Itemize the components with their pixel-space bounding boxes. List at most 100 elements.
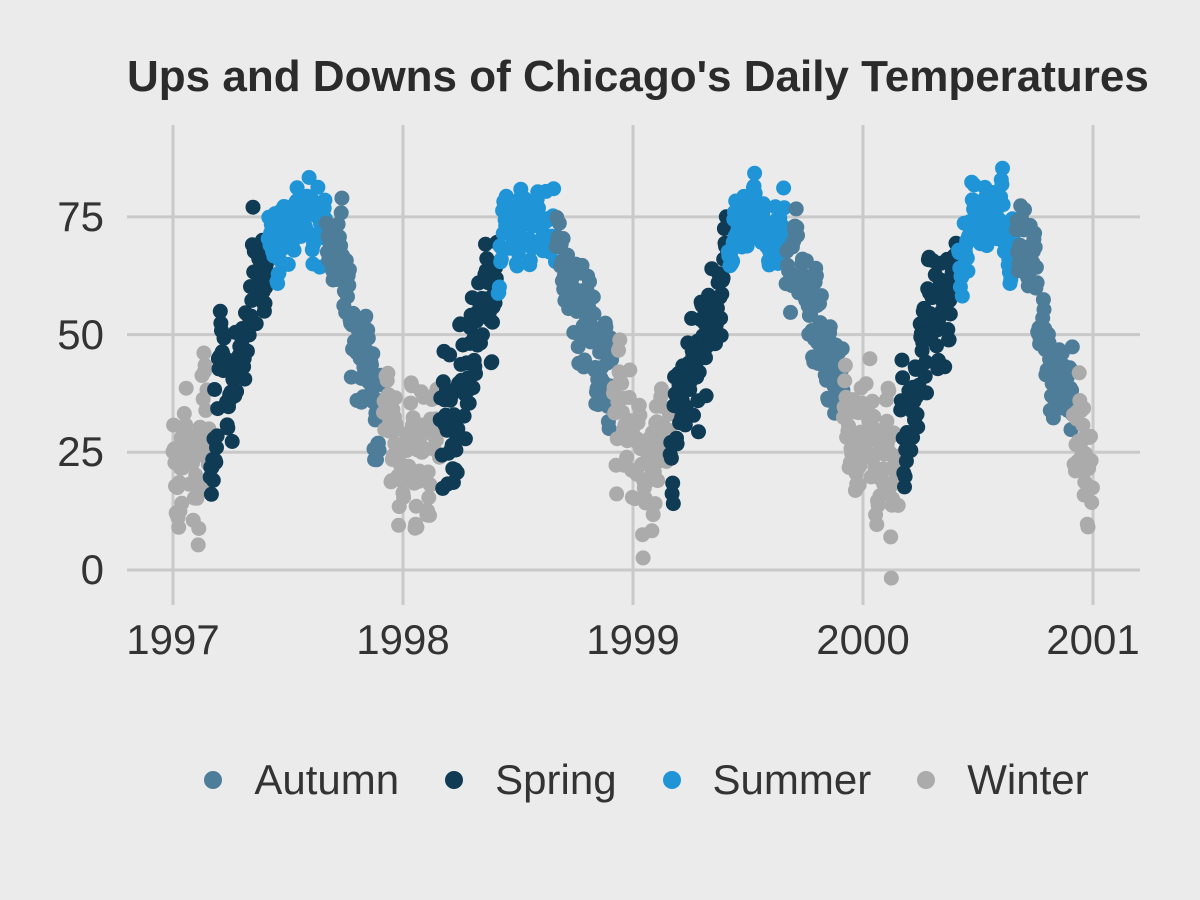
data-point [881,383,897,399]
data-point [883,570,899,586]
data-point [1027,239,1043,255]
data-point [205,472,221,488]
data-point [864,393,880,409]
data-point [897,469,913,484]
data-point [551,215,567,231]
legend-item-winter: Winter [917,756,1089,803]
data-point [1075,417,1091,433]
data-point [879,413,895,429]
data-point [635,550,651,566]
legend-item-autumn: Autumn [204,757,399,803]
data-point [209,440,224,455]
data-point [403,395,419,411]
x-tick-label-1997: 1997 [126,616,220,663]
data-point [391,517,407,533]
data-point [747,185,763,201]
data-point [959,250,975,266]
data-point [834,341,850,357]
data-point [1027,225,1043,241]
data-point [995,160,1010,176]
data-point [585,319,601,335]
data-point [714,286,730,302]
data-point [919,385,934,401]
data-point [837,373,853,389]
data-point [422,507,437,523]
data-point [371,442,387,458]
data-point [942,306,958,322]
data-point [822,319,838,335]
data-point [1071,365,1087,381]
data-point [665,496,681,512]
data-point [396,489,412,505]
data-point [941,332,957,348]
data-point [582,274,597,290]
data-point [531,200,546,216]
data-point [178,417,194,433]
legend-dot-summer [662,771,681,789]
data-point [895,370,911,386]
data-point [790,227,805,243]
legend-label-autumn: Autumn [254,756,400,803]
data-point [191,521,207,536]
data-point [713,310,729,326]
legend-label-summer: Summer [712,756,872,803]
data-point [178,380,194,396]
data-point [619,449,635,465]
data-point [493,251,509,267]
data-point [1028,259,1044,275]
legend-dot-winter [917,771,936,789]
data-point [872,488,888,504]
data-point [875,461,891,477]
data-point [691,424,706,440]
data-point [310,179,326,195]
data-point [570,339,586,355]
data-point [1076,400,1092,416]
data-point [622,362,638,378]
data-point [340,289,355,305]
data-point [457,431,473,447]
data-point [612,332,628,348]
data-point [380,365,396,381]
data-point [586,306,602,322]
y-tick-label-0: 0 [80,546,104,593]
data-point [994,176,1010,192]
legend-item-spring: Spring [445,756,617,803]
data-point [341,262,357,278]
data-point [663,450,679,466]
chart-title: Ups and Downs of Chicago's Daily Tempera… [127,52,1149,101]
data-point [862,351,878,367]
data-point [755,196,771,212]
data-point [522,252,538,268]
data-point [171,519,187,535]
x-tick-label-2000: 2000 [816,616,910,663]
legend-label-spring: Spring [495,756,617,803]
data-point [776,180,792,196]
legend-dot-autumn [204,771,223,789]
data-point [478,236,493,252]
data-point [442,347,458,363]
data-point [176,406,192,421]
data-point [917,368,933,384]
data-point [190,537,206,553]
data-point [1064,382,1080,398]
data-point [258,280,274,295]
data-point [903,442,919,458]
data-point [491,279,507,295]
data-point [910,419,926,435]
data-point [669,436,685,452]
data-point [960,263,976,279]
legend-label-winter: Winter [967,756,1089,803]
data-point [224,434,240,449]
data-point [203,486,219,502]
data-point [280,256,296,272]
data-point [632,407,648,423]
data-point [220,420,236,436]
data-point [358,308,374,324]
y-tick-label-75: 75 [57,193,104,240]
data-point [188,467,204,483]
data-point [909,406,925,422]
data-point [890,497,906,513]
data-point [585,289,601,305]
data-point [929,338,944,354]
data-point [364,357,379,373]
